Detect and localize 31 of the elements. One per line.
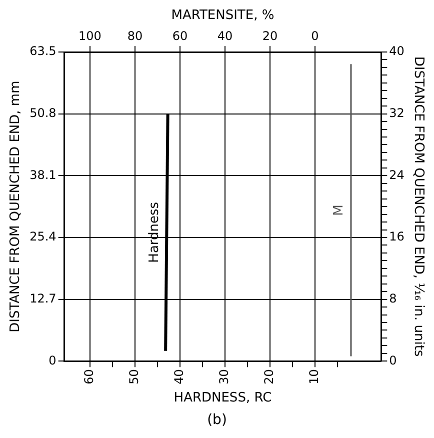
y2-tick-label: 40 (389, 44, 404, 58)
y-tick-label: 38.1 (30, 168, 56, 182)
x-tick-label: 20 (262, 369, 276, 384)
x2-tick-label: 60 (172, 28, 188, 43)
y2-axis-title: DISTANCE FROM QUENCHED END, ¹⁄₁₆ in. units (410, 56, 426, 357)
x-tick-label: 30 (217, 369, 232, 384)
y-tick-label: 25.4 (30, 230, 56, 244)
y-tick-label: 63.5 (30, 44, 56, 58)
x-axis-title: HARDNESS, RC (174, 390, 272, 406)
x2-tick-label: 80 (127, 28, 143, 43)
y-tick-label: 50.8 (30, 106, 56, 120)
x-tick-label: 10 (307, 369, 322, 384)
text: (b) (206, 412, 228, 428)
x2-tick-label: 20 (262, 28, 278, 43)
x2-tick-label: 100 (78, 28, 102, 43)
y2-tick-label: 0 (389, 353, 397, 368)
y-tick-label: 12.7 (30, 291, 56, 306)
text: M (331, 204, 346, 216)
x2-axis-title: MARTENSITE, % (171, 8, 274, 24)
x-tick-label: 60 (82, 369, 96, 384)
text: Hardness (147, 202, 162, 263)
x2-tick-label: 0 (311, 28, 319, 43)
y-axis-title: DISTANCE FROM QUENCHED END, mm (8, 80, 24, 332)
y2-tick-label: 32 (389, 106, 404, 120)
y-tick-label: 0 (48, 353, 56, 368)
y2-tick-label: 16 (389, 230, 404, 244)
x2-tick-label: 40 (217, 28, 233, 43)
x-tick-label: 50 (127, 369, 142, 384)
x-tick-label: 40 (172, 369, 186, 384)
y2-tick-label: 24 (389, 168, 404, 182)
y2-tick-label: 8 (389, 291, 397, 306)
